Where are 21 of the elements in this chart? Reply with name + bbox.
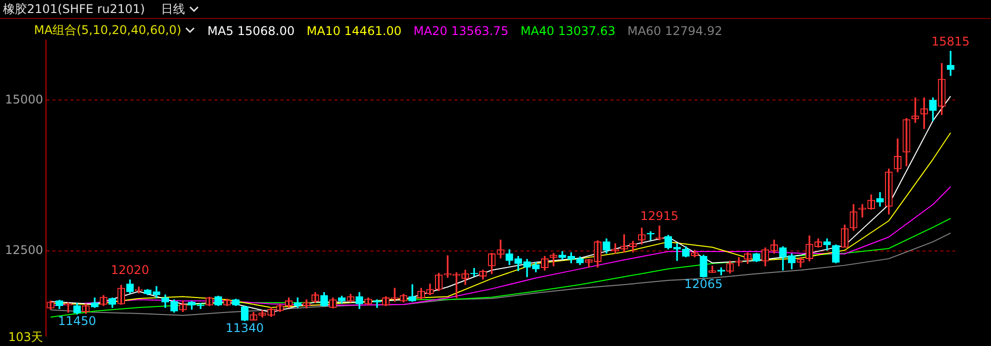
candlestick [373,299,381,308]
text: MA10 14461.00 [306,24,402,38]
legend-title: MA组合(5,10,20,40,60,0) [34,22,182,39]
text: MA20 13563.75 [414,24,508,38]
annotation: 15815 [931,34,970,48]
text: MA5 15068.00 [207,24,295,38]
candlestick [470,268,478,276]
annotation: 11340 [226,320,264,335]
text: MA40 13037.63 [520,24,616,38]
y-tick-label: 15000 [4,92,44,106]
chart-title: 橡胶2101(SHFE ru2101) [3,0,145,18]
y-tick-label: 12500 [4,242,44,257]
candlestick [134,286,143,294]
chart-subtitle: 日线 [160,0,185,18]
annotation: 12915 [640,208,679,223]
candlestick [550,252,558,266]
text: MA60 12794.92 [627,24,722,38]
text: 103天 [8,330,44,344]
annotation: 12065 [684,277,723,292]
annotation: 12020 [110,262,150,277]
annotation: 11450 [58,314,96,328]
